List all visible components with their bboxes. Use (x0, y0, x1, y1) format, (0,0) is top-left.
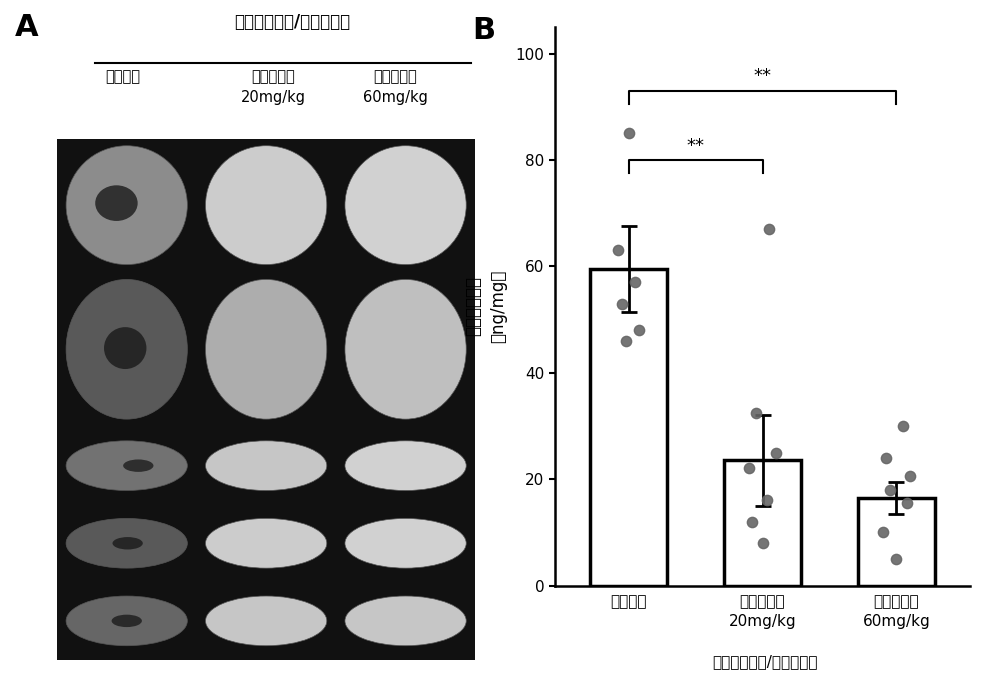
Point (902, 471, 918, 482)
Point (882, 485, 898, 495)
Ellipse shape (104, 327, 146, 369)
Bar (724, 460, 801, 586)
Point (748, 407, 764, 418)
Point (768, 447, 784, 458)
Ellipse shape (66, 146, 187, 264)
Point (621, 128, 637, 139)
Text: B: B (472, 15, 495, 44)
Text: **: ** (687, 137, 705, 155)
Y-axis label: 伊文思蓝浓度
（ng/mg）: 伊文思蓝浓度 （ng/mg） (464, 269, 507, 343)
Point (614, 298, 630, 309)
Ellipse shape (66, 441, 187, 491)
Ellipse shape (345, 441, 466, 491)
Point (761, 223, 777, 234)
Ellipse shape (206, 596, 327, 645)
Ellipse shape (206, 518, 327, 568)
Point (744, 516, 760, 527)
Ellipse shape (206, 441, 327, 491)
Text: 左氚氚沙星
60mg/kg: 左氚氚沙星 60mg/kg (363, 69, 428, 106)
Ellipse shape (206, 279, 327, 419)
Text: 溶剂对照: 溶剂对照 (105, 69, 140, 84)
Point (895, 421, 911, 431)
Ellipse shape (112, 537, 143, 549)
Point (888, 553, 904, 564)
Ellipse shape (112, 614, 142, 627)
Ellipse shape (66, 279, 187, 419)
Point (899, 497, 915, 508)
Ellipse shape (345, 146, 466, 264)
Bar (57, 139, 475, 660)
Ellipse shape (345, 518, 466, 568)
Point (878, 452, 894, 463)
Text: A: A (15, 13, 38, 42)
Text: 脑中动脉栓塞/再灌注损伤: 脑中动脉栓塞/再灌注损伤 (234, 13, 350, 32)
Ellipse shape (66, 518, 187, 568)
Ellipse shape (345, 596, 466, 645)
Text: 脑中动脉栓塞/再灌注损伤: 脑中动脉栓塞/再灌注损伤 (712, 655, 818, 670)
Ellipse shape (123, 460, 153, 472)
Ellipse shape (66, 596, 187, 645)
Ellipse shape (206, 146, 327, 264)
Bar (590, 269, 667, 586)
Point (875, 527, 891, 538)
Point (631, 325, 647, 336)
Point (759, 495, 775, 506)
Point (618, 335, 634, 346)
Text: **: ** (754, 67, 772, 85)
Point (610, 245, 626, 256)
Ellipse shape (95, 185, 138, 221)
Text: 左氚氚沙星
20mg/kg: 左氚氚沙星 20mg/kg (241, 69, 306, 106)
Point (627, 277, 643, 287)
Point (741, 463, 757, 474)
Bar (858, 498, 935, 586)
Point (755, 538, 771, 548)
Ellipse shape (345, 279, 466, 419)
